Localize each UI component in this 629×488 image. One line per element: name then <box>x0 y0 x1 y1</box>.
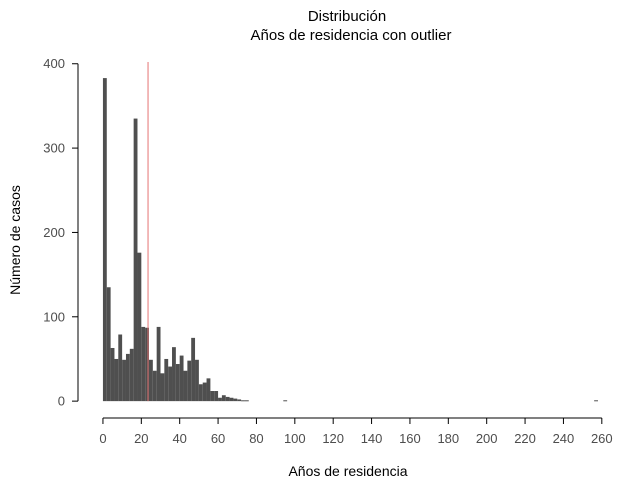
histogram-bar <box>202 382 207 402</box>
x-tick-label: 180 <box>437 431 459 446</box>
histogram-bar <box>244 400 249 402</box>
x-tick-label: 60 <box>211 431 225 446</box>
histogram-bar <box>164 358 169 402</box>
y-axis: 0 100 200 300 400 <box>43 56 79 409</box>
histogram-bar <box>594 400 598 402</box>
x-tick-label: 200 <box>476 431 498 446</box>
y-tick-label: 200 <box>43 225 65 240</box>
histogram-bar <box>225 396 230 402</box>
histogram-bar <box>110 347 115 402</box>
x-tick-label: 240 <box>553 431 575 446</box>
histogram-bar <box>195 359 199 402</box>
histogram-bar <box>241 400 245 402</box>
x-tick-label: 80 <box>249 431 263 446</box>
x-tick-label: 0 <box>99 431 106 446</box>
x-tick-label: 100 <box>284 431 306 446</box>
histogram-bar <box>137 252 142 402</box>
histogram-bar <box>160 373 165 402</box>
y-tick-label: 0 <box>58 394 65 409</box>
chart-title: Distribución <box>308 8 386 25</box>
histogram-bar <box>172 347 176 402</box>
histogram-bar <box>233 398 238 402</box>
histogram-bar <box>214 391 219 402</box>
x-axis: 0 20 40 60 80 100 120 140 160 180 200 220 240 260 <box>99 417 613 446</box>
histogram-bar <box>179 355 184 402</box>
histogram-bar <box>152 370 157 402</box>
histogram-bar <box>198 384 203 402</box>
histogram-bar <box>114 358 119 402</box>
histogram-bar <box>129 348 134 402</box>
histogram-bar <box>118 334 123 402</box>
histogram-bar <box>168 366 173 402</box>
histogram-bar <box>183 370 188 402</box>
histogram-bars <box>102 78 598 402</box>
x-tick-label: 140 <box>361 431 383 446</box>
histogram-bar <box>133 118 138 402</box>
histogram-bar <box>106 287 111 402</box>
histogram-bar <box>156 326 161 402</box>
y-axis-title: Número de casos <box>7 185 23 295</box>
histogram-bar <box>125 353 130 402</box>
histogram-bar <box>145 327 149 402</box>
histogram-bar <box>187 360 192 402</box>
histogram-bar <box>102 78 107 402</box>
histogram-bar <box>175 364 180 402</box>
histogram-bar <box>210 391 215 402</box>
histogram-bar <box>141 326 146 402</box>
x-tick-label: 20 <box>134 431 148 446</box>
histogram-bar <box>221 395 226 402</box>
histogram-bar <box>218 397 222 402</box>
histogram-bar <box>229 397 234 402</box>
x-tick-label: 260 <box>591 431 613 446</box>
histogram-bar <box>122 359 126 402</box>
histogram-bar <box>237 399 242 402</box>
histogram-bar <box>283 400 288 402</box>
x-tick-label: 220 <box>514 431 536 446</box>
x-axis-title: Años de residencia <box>288 463 407 479</box>
x-tick-label: 120 <box>322 431 344 446</box>
histogram-bar <box>148 359 153 402</box>
histogram-bar <box>191 337 196 402</box>
chart-subtitle: Años de residencia con outlier <box>251 27 452 44</box>
histogram-bar <box>206 378 211 402</box>
x-tick-label: 40 <box>172 431 186 446</box>
y-tick-label: 100 <box>43 309 65 324</box>
x-tick-label: 160 <box>399 431 421 446</box>
y-tick-label: 400 <box>43 56 65 71</box>
y-tick-label: 300 <box>43 141 65 156</box>
